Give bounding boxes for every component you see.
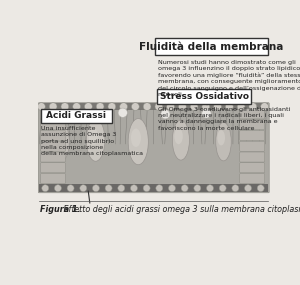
FancyBboxPatch shape [38, 103, 269, 193]
Circle shape [156, 185, 163, 192]
Circle shape [232, 185, 239, 192]
Circle shape [214, 103, 221, 110]
FancyBboxPatch shape [40, 109, 65, 119]
Circle shape [169, 185, 176, 192]
Ellipse shape [172, 120, 189, 160]
Circle shape [131, 103, 139, 110]
Circle shape [143, 103, 151, 110]
Circle shape [54, 185, 61, 192]
Circle shape [118, 185, 125, 192]
Text: Effetto degli acidi grassi omega 3 sulla membrana citoplasmatica.: Effetto degli acidi grassi omega 3 sulla… [61, 205, 300, 214]
Circle shape [96, 103, 104, 110]
Circle shape [202, 109, 211, 118]
FancyBboxPatch shape [240, 120, 265, 130]
Circle shape [92, 185, 99, 192]
Circle shape [76, 110, 85, 120]
Circle shape [244, 185, 251, 192]
Ellipse shape [86, 119, 105, 161]
Circle shape [61, 103, 69, 110]
Ellipse shape [52, 122, 69, 162]
FancyBboxPatch shape [40, 120, 65, 130]
FancyBboxPatch shape [40, 174, 65, 184]
Circle shape [161, 110, 170, 119]
Circle shape [120, 103, 128, 110]
Text: Fluidità della membrana: Fluidità della membrana [139, 42, 284, 52]
Circle shape [155, 103, 163, 110]
Circle shape [130, 185, 137, 192]
FancyBboxPatch shape [40, 152, 65, 162]
Circle shape [261, 103, 268, 110]
Circle shape [80, 185, 87, 192]
Circle shape [105, 185, 112, 192]
Circle shape [85, 103, 92, 110]
Ellipse shape [131, 129, 141, 147]
Circle shape [219, 185, 226, 192]
FancyBboxPatch shape [240, 141, 265, 151]
Circle shape [143, 185, 150, 192]
Circle shape [49, 103, 57, 110]
FancyBboxPatch shape [40, 131, 65, 141]
FancyBboxPatch shape [155, 38, 268, 55]
Circle shape [237, 103, 245, 110]
FancyBboxPatch shape [40, 141, 65, 151]
Circle shape [249, 103, 257, 110]
Ellipse shape [216, 122, 231, 161]
Circle shape [178, 103, 186, 110]
Circle shape [206, 185, 214, 192]
FancyBboxPatch shape [240, 163, 265, 173]
Text: Acidi Grassi: Acidi Grassi [46, 111, 106, 120]
Ellipse shape [128, 119, 148, 165]
FancyBboxPatch shape [41, 109, 112, 123]
Circle shape [73, 103, 80, 110]
Ellipse shape [174, 128, 183, 144]
FancyBboxPatch shape [157, 89, 251, 104]
Text: Una insufficiente
assunzione di Omega 3
porta ad uno squilibrio
nella composizio: Una insufficiente assunzione di Omega 3 … [41, 126, 143, 156]
Ellipse shape [54, 130, 63, 146]
Circle shape [257, 185, 264, 192]
Polygon shape [39, 103, 268, 110]
Text: Gli Omega 3 coadiuvano gli antiossidanti
nel neutralizzare i radicali liberi, i : Gli Omega 3 coadiuvano gli antiossidanti… [158, 107, 290, 131]
Ellipse shape [89, 128, 98, 145]
FancyBboxPatch shape [240, 152, 265, 162]
Circle shape [42, 185, 49, 192]
Circle shape [118, 108, 128, 117]
FancyBboxPatch shape [240, 109, 265, 119]
Circle shape [226, 103, 233, 110]
Text: Stress Ossidativo: Stress Ossidativo [160, 92, 249, 101]
FancyBboxPatch shape [240, 174, 265, 184]
Circle shape [38, 103, 45, 110]
Circle shape [194, 185, 201, 192]
FancyBboxPatch shape [40, 163, 65, 173]
Text: Numerosi studi hanno dimostrato come gli
omega 3 influenzino il doppio strato li: Numerosi studi hanno dimostrato come gli… [158, 60, 300, 97]
Ellipse shape [217, 130, 225, 145]
FancyBboxPatch shape [240, 131, 265, 141]
Circle shape [67, 185, 74, 192]
Polygon shape [39, 184, 268, 192]
Circle shape [190, 103, 198, 110]
Circle shape [167, 103, 175, 110]
Text: Figura 1.: Figura 1. [40, 205, 80, 214]
Circle shape [108, 103, 116, 110]
Circle shape [181, 185, 188, 192]
Circle shape [202, 103, 210, 110]
